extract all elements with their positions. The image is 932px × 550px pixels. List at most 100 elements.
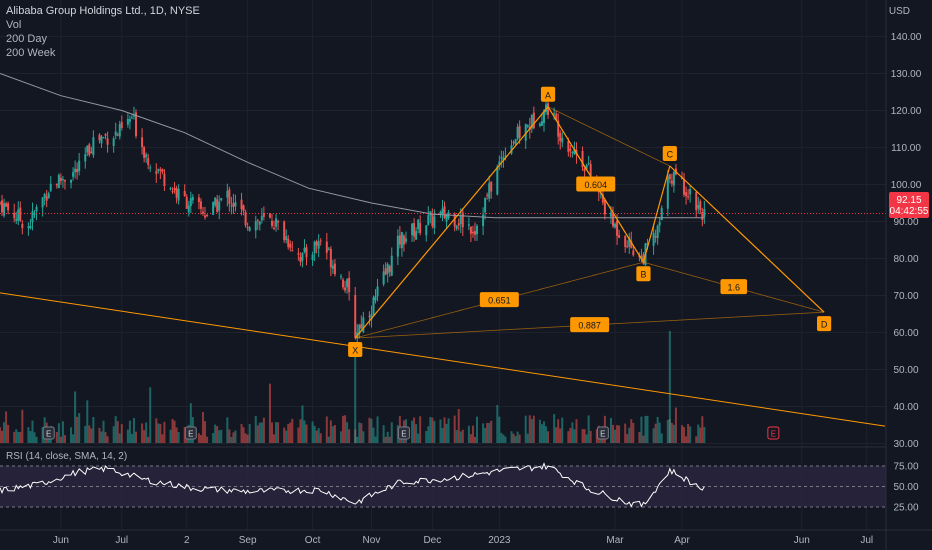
- candle-body: [656, 225, 659, 239]
- volume-bar: [498, 416, 501, 443]
- volume-bar: [670, 422, 673, 443]
- earnings-badge[interactable]: [184, 426, 197, 440]
- candle-body: [78, 160, 81, 172]
- y-tick-label: 80.00: [893, 254, 918, 265]
- y-tick-label: 140.00: [891, 32, 922, 43]
- volume-bar: [415, 424, 418, 443]
- pattern-point-d[interactable]: D: [821, 320, 828, 330]
- candle-body: [473, 231, 476, 235]
- candle-body: [614, 223, 617, 228]
- candle-body: [427, 215, 430, 225]
- volume-bar: [256, 425, 259, 443]
- candle-body: [327, 248, 330, 250]
- candle-body: [571, 151, 574, 154]
- volume-bar: [76, 416, 79, 443]
- volume-bar: [315, 430, 318, 443]
- volume-bar: [545, 426, 548, 443]
- candle-body: [240, 199, 243, 210]
- volume-bar: [70, 427, 73, 443]
- volume-bar: [270, 422, 273, 443]
- candle-body: [325, 241, 328, 253]
- volume-bar: [419, 416, 422, 443]
- pattern-point-c[interactable]: C: [667, 150, 674, 160]
- earnings-badge[interactable]: [42, 426, 55, 440]
- volume-bar: [177, 432, 180, 443]
- symbol-title[interactable]: Alibaba Group Holdings Ltd., 1D, NYSE: [6, 5, 200, 17]
- candle-body: [55, 183, 58, 186]
- candle-body: [518, 125, 521, 138]
- candle-body: [510, 145, 513, 154]
- grid: [0, 0, 886, 530]
- volume-bar: [443, 417, 446, 443]
- candle-body: [157, 168, 160, 171]
- volume-bar: [226, 417, 229, 443]
- candle-body: [697, 204, 700, 209]
- volume-bar: [277, 422, 280, 443]
- candle-body: [268, 213, 271, 218]
- volume-bar: [90, 428, 93, 443]
- pattern-ratio-label[interactable]: 0.604: [584, 180, 607, 190]
- earnings-badge[interactable]: [596, 426, 609, 440]
- candle-body: [502, 157, 505, 161]
- candle-body: [384, 268, 387, 275]
- xabcd-pattern[interactable]: X A B C D 0.604 0.651 1.6 0.887: [348, 86, 832, 358]
- pattern-ratio-label[interactable]: 0.887: [578, 321, 601, 331]
- candle-body: [469, 226, 472, 234]
- earnings-badge[interactable]: [767, 426, 780, 440]
- candle-body: [504, 155, 507, 157]
- candle-body: [57, 174, 60, 189]
- volume-bar: [354, 348, 357, 443]
- earnings-badge[interactable]: [397, 426, 410, 440]
- pattern-ratio-label[interactable]: 0.651: [488, 296, 511, 306]
- rsi-legend[interactable]: RSI (14, close, SMA, 14, 2): [6, 451, 128, 462]
- volume-bar: [540, 424, 543, 443]
- volume-bars: [0, 331, 706, 443]
- pattern-leg-XA[interactable]: [354, 106, 549, 339]
- candle-body: [640, 256, 643, 259]
- candle-body: [340, 276, 343, 278]
- indicator-200-day[interactable]: 200 Day: [6, 33, 47, 45]
- candle-body: [169, 188, 172, 190]
- candle-body: [372, 297, 375, 315]
- pattern-leg-BC[interactable]: [642, 165, 671, 263]
- volume-bar: [240, 423, 243, 443]
- candle-body: [104, 134, 107, 136]
- volume-bar: [681, 425, 684, 443]
- candle-body: [445, 215, 448, 222]
- volume-bar: [325, 416, 328, 443]
- candle-body: [86, 145, 89, 153]
- pattern-leg-CD[interactable]: [669, 165, 825, 313]
- candle-body: [248, 227, 251, 231]
- pattern-leg-AC[interactable]: [547, 106, 671, 167]
- indicator-200-week[interactable]: 200 Week: [6, 47, 56, 59]
- x-tick-label: Jul: [115, 535, 128, 546]
- volume-bar: [232, 432, 235, 443]
- trendline[interactable]: [0, 292, 886, 427]
- volume-bar: [285, 430, 288, 443]
- volume-bar: [524, 415, 527, 443]
- candle-body: [618, 235, 621, 238]
- candle-body: [130, 117, 133, 119]
- candle-body: [256, 220, 259, 222]
- pattern-point-a[interactable]: A: [545, 90, 551, 100]
- volume-bar: [484, 427, 487, 443]
- volume-bar: [120, 424, 123, 443]
- candle-body: [561, 137, 564, 143]
- candle-body: [43, 193, 46, 198]
- pattern-point-x[interactable]: X: [352, 346, 358, 356]
- volume-bar: [396, 425, 399, 443]
- candle-body: [155, 171, 158, 174]
- pattern-point-b[interactable]: B: [640, 270, 646, 280]
- volume-bar: [7, 424, 10, 443]
- y-tick-label: 50.00: [893, 365, 918, 376]
- candle-body: [559, 133, 562, 142]
- volume-bar: [33, 432, 36, 443]
- volume-bar: [628, 427, 631, 443]
- candle-body: [358, 325, 361, 335]
- candle-body: [668, 174, 671, 180]
- pattern-ratio-label[interactable]: 1.6: [728, 283, 741, 293]
- indicator-volume[interactable]: Vol: [6, 19, 22, 31]
